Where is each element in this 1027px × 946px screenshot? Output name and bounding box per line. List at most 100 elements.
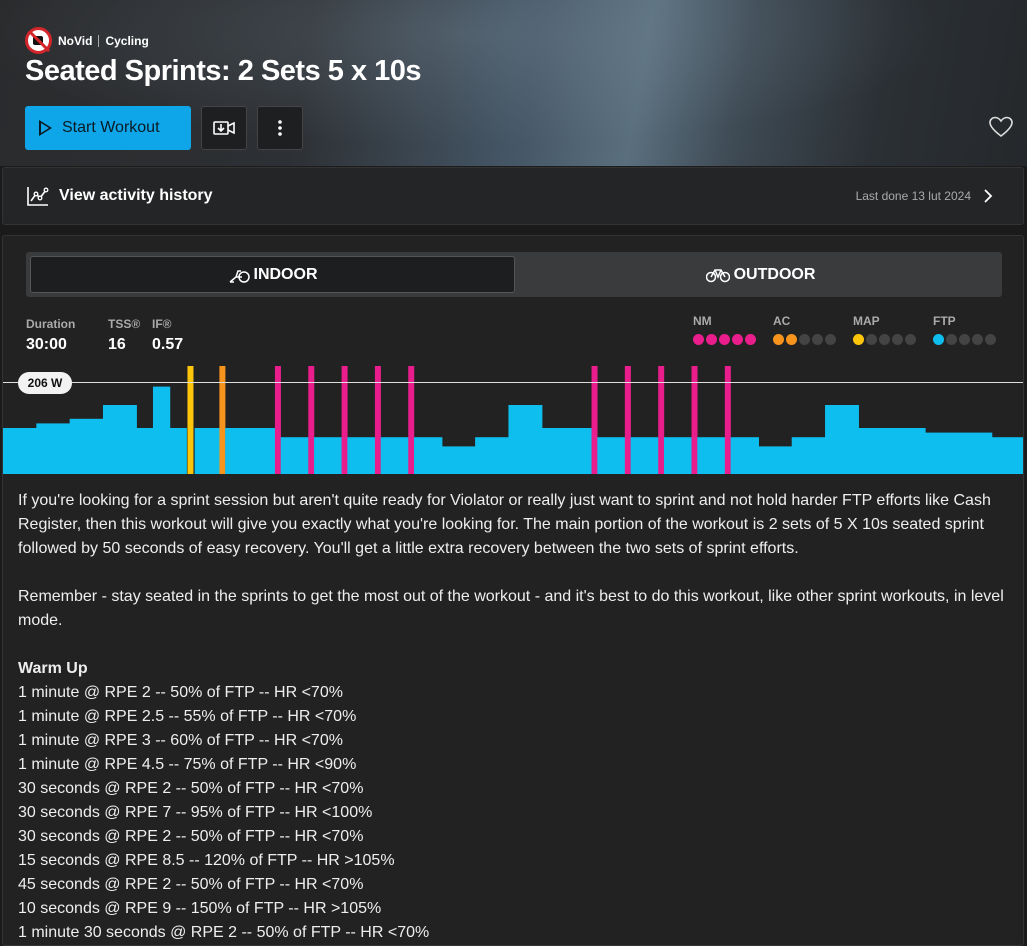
- profile-segment-endurance: [102, 405, 137, 474]
- zone-dot: [693, 334, 704, 345]
- play-icon: [39, 120, 52, 136]
- tab-indoor-label: INDOOR: [253, 265, 318, 283]
- profile-segment-endurance: [475, 437, 510, 474]
- more-vertical-icon: [278, 120, 282, 136]
- description-reminder: Remember - stay seated in the sprints to…: [18, 588, 1004, 629]
- tab-outdoor[interactable]: OUTDOOR: [519, 252, 1002, 297]
- start-workout-label: Start Workout: [62, 119, 160, 136]
- zone-dot: [825, 334, 836, 345]
- description-intro: If you're looking for a sprint session b…: [18, 492, 991, 557]
- zone-dot: [773, 334, 784, 345]
- zone-nm: NM: [693, 314, 773, 345]
- warmup-line: 30 seconds @ RPE 7 -- 95% of FTP -- HR <…: [18, 804, 373, 821]
- profile-segment-endurance: [314, 437, 343, 474]
- bike-icon: [705, 268, 730, 282]
- heart-icon: [989, 116, 1013, 138]
- workout-metrics: Duration 30:00 TSS® 16 IF® 0.57: [26, 317, 202, 354]
- profile-segment-endurance: [858, 428, 926, 474]
- zone-dot: [933, 334, 944, 345]
- profile-segment-endurance: [925, 432, 993, 474]
- action-bar: Start Workout: [25, 106, 303, 150]
- profile-segment-nm: [658, 366, 665, 474]
- profile-segment-endurance: [697, 437, 726, 474]
- ftp-line: [3, 382, 1023, 383]
- zone-map-label: MAP: [853, 314, 880, 328]
- chevron-right-icon: [984, 189, 993, 203]
- metric-if-value: 0.57: [152, 336, 184, 353]
- activity-history-label: View activity history: [59, 187, 213, 204]
- ftp-label: 206 W: [18, 372, 72, 394]
- profile-segment-nm: [724, 366, 731, 474]
- zone-dot: [866, 334, 877, 345]
- profile-segment-endurance: [441, 446, 476, 474]
- profile-segment-endurance: [508, 405, 543, 474]
- metric-duration: Duration 30:00: [26, 317, 98, 354]
- profile-segment-endurance: [152, 386, 171, 474]
- zone-ftp-dots: [933, 334, 1013, 345]
- profile-segment-nm: [341, 366, 348, 474]
- profile-segment-endurance: [3, 428, 37, 474]
- zone-dot: [786, 334, 797, 345]
- last-done-text: Last done 13 lut 2024: [855, 189, 971, 203]
- zone-ftp-label: FTP: [933, 314, 956, 328]
- zone-dot: [946, 334, 957, 345]
- zone-dot: [879, 334, 890, 345]
- tab-indoor[interactable]: INDOOR: [30, 256, 515, 293]
- zone-ac-dots: [773, 334, 853, 345]
- profile-segment-endurance: [758, 446, 793, 474]
- zone-ac-label: AC: [773, 314, 791, 328]
- video-download-icon: [213, 121, 235, 135]
- warmup-line: 30 seconds @ RPE 2 -- 50% of FTP -- HR <…: [18, 828, 364, 845]
- workout-profile-svg: [3, 366, 1023, 474]
- profile-segment-endurance: [597, 437, 626, 474]
- warmup-line: 1 minute @ RPE 2 -- 50% of FTP -- HR <70…: [18, 684, 343, 701]
- zone-dot: [905, 334, 916, 345]
- warmup-list: 1 minute @ RPE 2 -- 50% of FTP -- HR <70…: [18, 681, 1008, 945]
- profile-segment-map: [187, 366, 194, 474]
- workout-profile-chart: 206 W: [3, 366, 1023, 476]
- warmup-line: 1 minute @ RPE 4.5 -- 75% of FTP -- HR <…: [18, 756, 357, 773]
- warmup-line: 1 minute 30 seconds @ RPE 2 -- 50% of FT…: [18, 924, 430, 941]
- zone-map: MAP: [853, 314, 933, 345]
- favorite-button[interactable]: [989, 116, 1013, 143]
- brand: NoVid Cycling: [25, 27, 149, 54]
- more-options-button[interactable]: [257, 106, 303, 150]
- profile-segment-endurance: [280, 437, 310, 474]
- zone-dot: [719, 334, 730, 345]
- warmup-line: 45 seconds @ RPE 2 -- 50% of FTP -- HR <…: [18, 876, 364, 893]
- video-download-button[interactable]: [201, 106, 247, 150]
- warmup-line: 1 minute @ RPE 3 -- 60% of FTP -- HR <70…: [18, 732, 343, 749]
- profile-segment-endurance: [380, 437, 410, 474]
- metric-if-label: IF®: [152, 317, 172, 331]
- metric-if: IF® 0.57: [152, 317, 192, 354]
- workout-description: If you're looking for a sprint session b…: [18, 489, 1008, 945]
- profile-segment-endurance: [194, 428, 221, 474]
- metric-duration-label: Duration: [26, 317, 76, 331]
- zone-nm-dots: [693, 334, 773, 345]
- profile-segment-endurance: [730, 437, 759, 474]
- brand-name: NoVid: [58, 33, 93, 48]
- zone-dot: [812, 334, 823, 345]
- profile-segment-nm: [308, 366, 315, 474]
- metric-tss-label: TSS®: [108, 317, 141, 331]
- warmup-line: 10 seconds @ RPE 9 -- 150% of FTP -- HR …: [18, 900, 382, 917]
- metric-tss: TSS® 16: [108, 317, 142, 354]
- profile-segment-endurance: [663, 437, 693, 474]
- zone-nm-label: NM: [693, 314, 712, 328]
- start-workout-button[interactable]: Start Workout: [25, 106, 191, 150]
- indoor-bike-icon: [229, 269, 250, 283]
- activity-history-row[interactable]: View activity history Last done 13 lut 2…: [2, 167, 1024, 225]
- profile-segment-endurance: [169, 428, 187, 474]
- zone-map-dots: [853, 334, 933, 345]
- page-title: Seated Sprints: 2 Sets 5 x 10s: [25, 55, 422, 87]
- zone-dot: [745, 334, 756, 345]
- metric-duration-value: 30:00: [26, 336, 67, 353]
- zone-dot: [706, 334, 717, 345]
- profile-segment-nm: [374, 366, 381, 474]
- brand-category: Cycling: [105, 33, 149, 48]
- profile-segment-nm: [624, 366, 631, 474]
- profile-segment-endurance: [630, 437, 660, 474]
- activity-chart-icon: [27, 187, 49, 206]
- zone-ftp: FTP: [933, 314, 1013, 345]
- zone-dot: [853, 334, 864, 345]
